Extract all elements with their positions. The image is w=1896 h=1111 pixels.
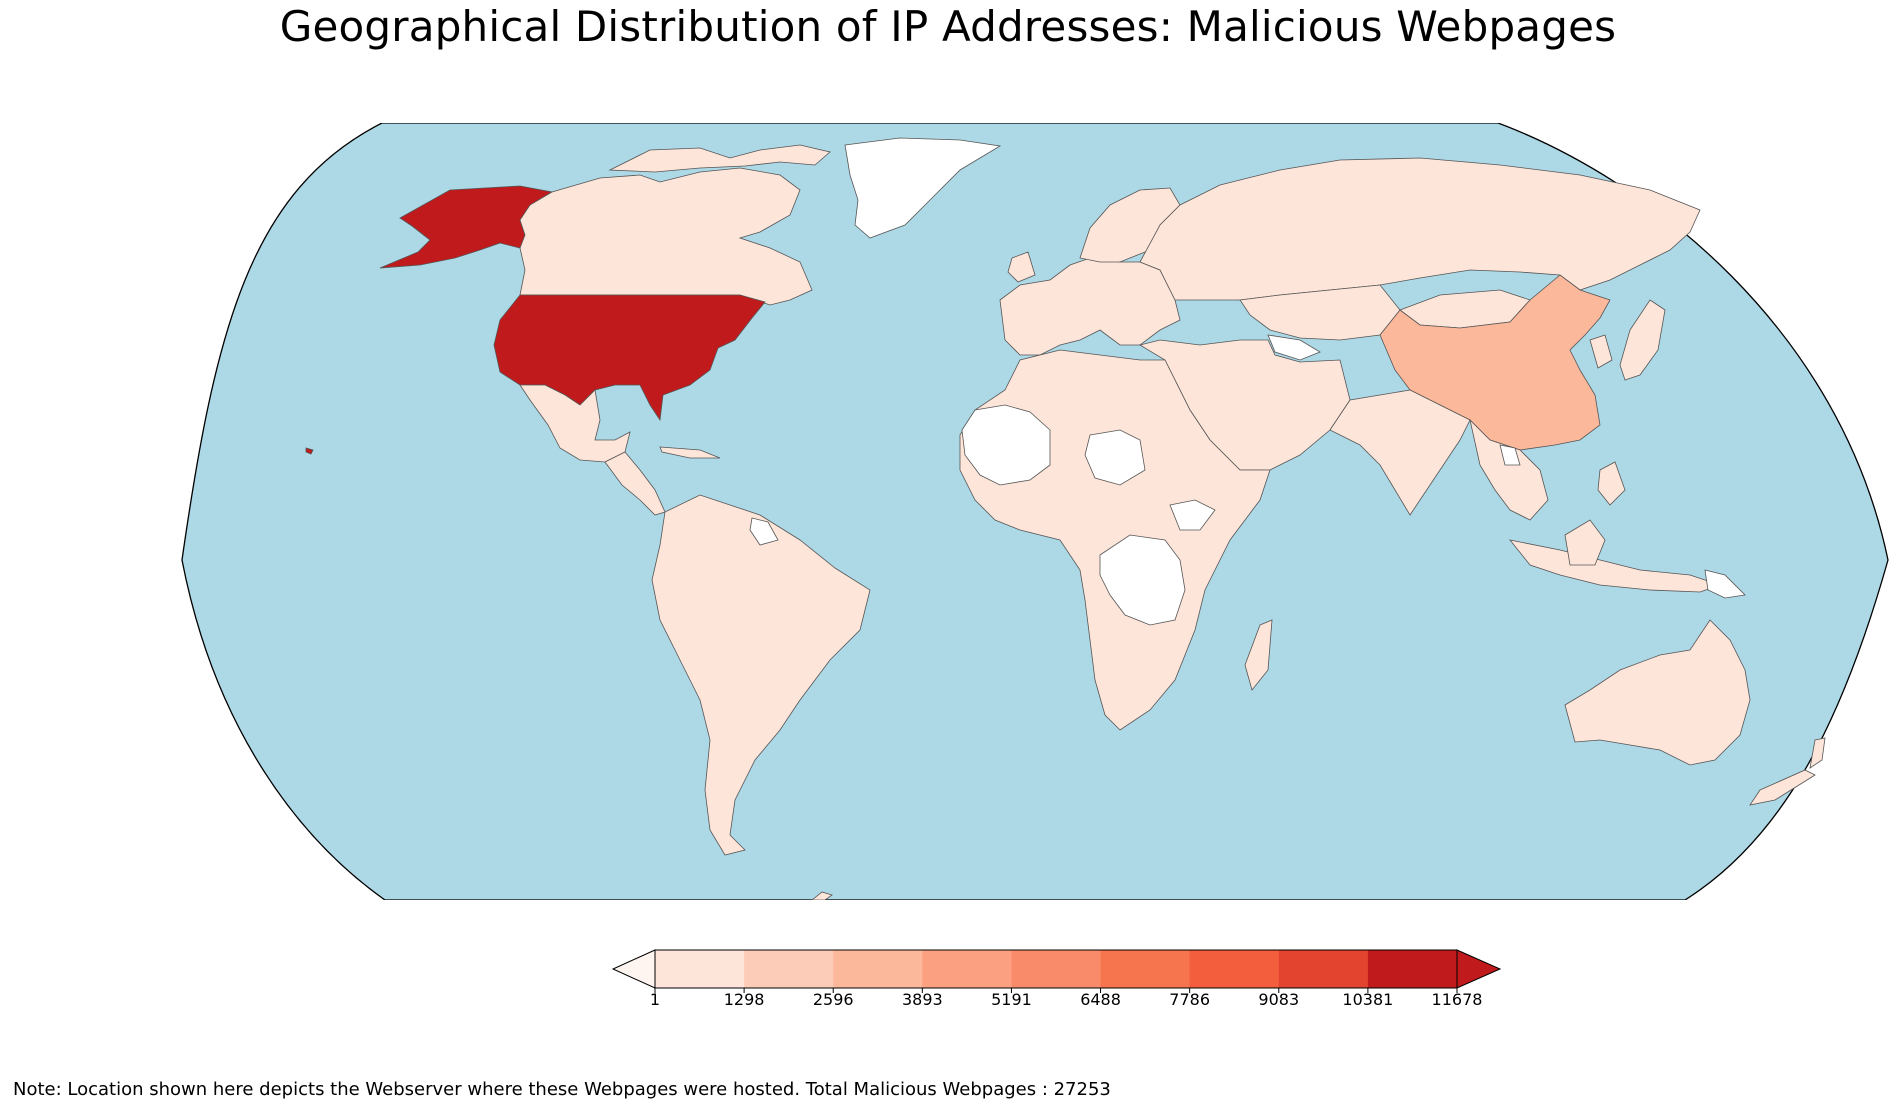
country-australia bbox=[1564, 619, 1751, 766]
country-venezuela bbox=[749, 517, 779, 546]
colorbar-bin bbox=[1367, 950, 1458, 988]
footnote: Note: Location shown here depicts the We… bbox=[13, 1079, 1111, 1100]
colorbar-tick-label: 9083 bbox=[1258, 990, 1300, 1009]
country-new-zealand bbox=[1809, 737, 1826, 769]
colorbar-bin bbox=[744, 950, 834, 988]
country-europe bbox=[999, 257, 1181, 356]
country-papua-new-guinea bbox=[1704, 569, 1746, 599]
colorbar-tick-label: 11678 bbox=[1431, 990, 1483, 1009]
country-niger bbox=[1084, 429, 1146, 486]
country-korea bbox=[1589, 334, 1613, 369]
colorbar-tick-label: 6488 bbox=[1080, 990, 1121, 1009]
colorbar-bin bbox=[655, 950, 745, 988]
country-united-states bbox=[493, 294, 766, 422]
colorbar-bin bbox=[1189, 950, 1280, 988]
colorbar-tick-label: 5191 bbox=[991, 990, 1032, 1009]
country-hawaii bbox=[305, 447, 314, 455]
country-cuba bbox=[659, 446, 721, 459]
colorbar-extend-low bbox=[611, 949, 656, 989]
country-new-zealand-south bbox=[1749, 769, 1816, 806]
country-canada bbox=[519, 167, 813, 306]
colorbar-bin bbox=[833, 950, 923, 988]
country-india bbox=[1329, 389, 1471, 516]
country-canada-islands bbox=[608, 144, 831, 173]
country-united-kingdom bbox=[1007, 251, 1036, 283]
colorbar-tick-label: 3893 bbox=[901, 990, 943, 1009]
country-mexico bbox=[519, 384, 631, 463]
colorbar-tick-label: 10381 bbox=[1342, 990, 1394, 1009]
country-south-america bbox=[651, 494, 871, 856]
colorbar-tick-label: 2596 bbox=[812, 990, 854, 1009]
country-dr-congo bbox=[1099, 534, 1186, 626]
colorbar-bin bbox=[1278, 950, 1369, 988]
country-greenland bbox=[844, 137, 1002, 239]
country-turkmenistan bbox=[1267, 334, 1321, 361]
country-borneo bbox=[1564, 519, 1606, 566]
colorbar-frame bbox=[654, 949, 1458, 989]
country-alaska bbox=[379, 185, 554, 269]
colorbar-extend-high bbox=[1456, 949, 1502, 989]
country-laos bbox=[1499, 444, 1521, 466]
map-title: Geographical Distribution of IP Addresse… bbox=[279, 2, 1617, 51]
colorbar-tick-label: 7786 bbox=[1169, 990, 1211, 1009]
colorbar-bin bbox=[922, 950, 1012, 988]
country-antarctica-tip bbox=[811, 891, 833, 900]
country-southeast-asia bbox=[1469, 418, 1549, 521]
country-ethiopia bbox=[1169, 499, 1216, 531]
colorbar-bin bbox=[1100, 950, 1191, 988]
colorbar-bin bbox=[1011, 950, 1102, 988]
country-madagascar bbox=[1244, 619, 1273, 691]
country-japan bbox=[1619, 299, 1666, 381]
colorbar-tick-label: 1298 bbox=[723, 990, 765, 1009]
colorbar-tick-label: 1 bbox=[649, 990, 661, 1009]
country-philippines bbox=[1597, 461, 1626, 506]
country-mauritania-mali bbox=[961, 404, 1051, 486]
colorbar bbox=[611, 949, 1502, 993]
